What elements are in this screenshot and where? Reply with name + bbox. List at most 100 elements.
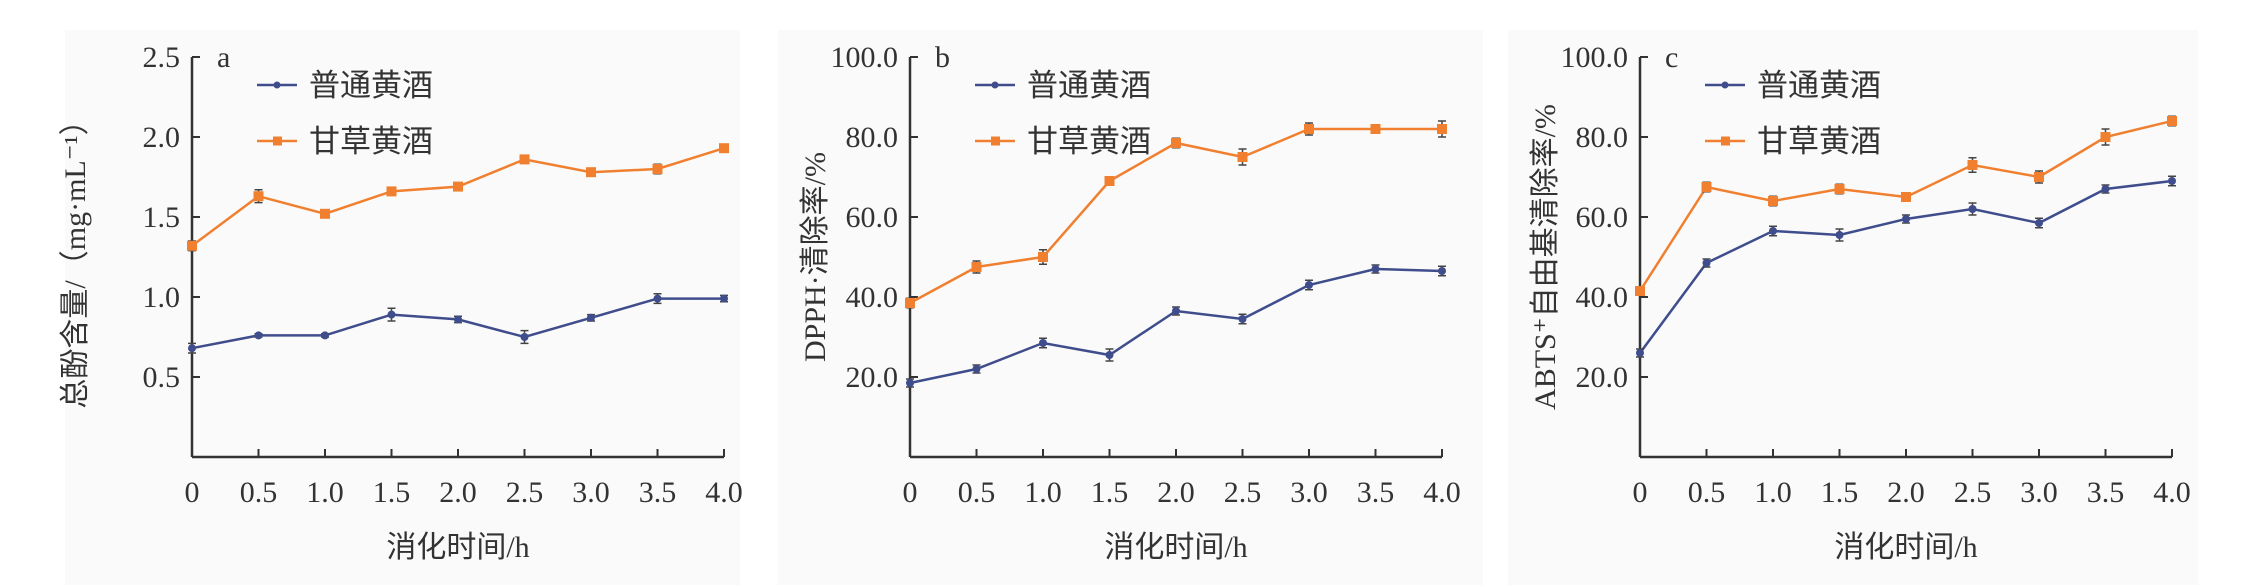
data-point (1304, 124, 1314, 134)
x-tick-label: 4.0 (2153, 476, 2191, 509)
series-licorice: 甘草黄酒 (187, 124, 729, 252)
y-tick-label: 60.0 (846, 201, 899, 234)
y-tick-label: 80.0 (1576, 121, 1629, 154)
y-tick-label: 40.0 (1576, 281, 1629, 314)
x-tick-label: 0 (185, 476, 200, 509)
data-point (1371, 265, 1380, 273)
x-tick-label: 2.5 (1954, 476, 1992, 509)
data-point (188, 344, 196, 353)
x-tick-label: 0.5 (958, 476, 996, 509)
data-point (653, 294, 662, 303)
x-tick-label: 0 (1633, 476, 1648, 509)
x-tick-label: 2.5 (1224, 476, 1262, 509)
data-point (2034, 172, 2044, 182)
x-tick-label: 0 (903, 476, 918, 509)
y-axis-label: ABTS⁺自由基清除率/% (1529, 104, 1562, 410)
legend-label: 普通黄酒 (309, 68, 433, 103)
data-point (905, 298, 915, 308)
legend-marker (1721, 136, 1730, 146)
data-point (1702, 259, 1711, 267)
x-tick-label: 0.5 (1688, 476, 1726, 509)
data-point (1370, 124, 1381, 134)
x-axis-label: 消化时间/h (386, 531, 529, 564)
legend-marker (1721, 81, 1729, 89)
data-point (386, 186, 397, 197)
data-point (1039, 339, 1047, 347)
data-point (1038, 252, 1048, 262)
x-tick-label: 4.0 (1423, 476, 1461, 509)
x-tick-label: 2.0 (439, 476, 477, 509)
series-plain: 普通黄酒 (188, 68, 728, 354)
data-point (1104, 176, 1115, 186)
x-tick-label: 2.0 (1887, 476, 1925, 509)
data-point (1438, 267, 1446, 275)
data-point (906, 379, 914, 387)
chart-a: 0.5 1.0 1.5 2.0 2.5 0 0.5 1.0 1.5 2.0 2.5 3.0 3.5 4.0… (59, 30, 743, 585)
data-point (2100, 132, 2111, 142)
data-point (2035, 219, 2043, 227)
legend-label: 普通黄酒 (1757, 68, 1881, 103)
data-point (1172, 307, 1180, 315)
legend-marker (273, 136, 282, 146)
data-point (387, 310, 396, 319)
data-point (453, 181, 463, 192)
data-point (1701, 182, 1712, 192)
legend-label: 甘草黄酒 (1757, 124, 1881, 159)
data-point (2167, 116, 2177, 126)
y-tick-label: 0.5 (143, 361, 181, 394)
data-point (1901, 192, 1911, 202)
data-point (1305, 281, 1313, 289)
x-tick-label: 1.5 (373, 476, 411, 509)
x-axis-label: 消化时间/h (1834, 531, 1977, 564)
x-tick-label: 0.5 (240, 476, 278, 509)
data-point (586, 167, 596, 178)
x-tick-label: 1.0 (1754, 476, 1792, 509)
y-tick-label: 1.0 (143, 281, 181, 314)
data-point (1967, 160, 1978, 170)
data-point (719, 143, 729, 154)
x-tick-label: 1.5 (1091, 476, 1129, 509)
x-tick-label: 3.0 (2020, 476, 2058, 509)
data-point (1635, 286, 1645, 296)
y-tick-label: 60.0 (1576, 201, 1629, 234)
y-axis-label: 总酚含量/（mg·mL⁻¹） (59, 105, 92, 408)
legend-marker (991, 81, 999, 89)
series-licorice: 甘草黄酒 (1635, 115, 2177, 296)
y-tick-label: 2.0 (143, 121, 181, 154)
x-axis-label: 消化时间/h (1104, 531, 1247, 564)
data-point (2168, 177, 2176, 185)
data-point (519, 154, 530, 165)
data-point (454, 315, 462, 324)
legend-label: 普通黄酒 (1027, 68, 1151, 103)
data-point (1902, 215, 1910, 223)
y-tick-label: 1.5 (143, 201, 181, 234)
x-tick-label: 3.0 (572, 476, 610, 509)
data-point (720, 294, 728, 303)
legend-label: 甘草黄酒 (1027, 124, 1151, 159)
series-plain: 普通黄酒 (1636, 68, 2176, 358)
series-plain: 普通黄酒 (906, 68, 1446, 388)
data-point (652, 164, 663, 174)
chart-panel (778, 30, 1483, 585)
legend-marker (991, 136, 1000, 146)
panel-label: a (217, 41, 230, 74)
y-tick-label: 20.0 (846, 361, 899, 394)
data-point (972, 365, 981, 373)
data-point (1237, 152, 1248, 162)
legend-marker (273, 81, 281, 89)
data-point (2101, 185, 2110, 193)
series-licorice: 甘草黄酒 (905, 120, 1447, 309)
data-point (520, 333, 529, 341)
x-tick-label: 2.5 (506, 476, 544, 509)
data-point (1835, 231, 1844, 239)
chart-c: 20.0 40.0 60.0 80.0 100.0 0 0.5 1.0 1.5 2.0 2.5 3.0… (1508, 30, 2198, 585)
data-point (1105, 351, 1114, 359)
panel-label: b (935, 41, 950, 74)
y-axis-label: DPPH·清除率/% (799, 152, 832, 362)
y-tick-label: 2.5 (143, 41, 181, 74)
legend-label: 甘草黄酒 (309, 124, 433, 159)
data-point (1834, 184, 1845, 194)
chart-b: 20.0 40.0 60.0 80.0 100.0 0 0.5 1.0 1.5 2.0 2.5 3.0… (778, 30, 1483, 585)
x-tick-label: 1.0 (306, 476, 344, 509)
